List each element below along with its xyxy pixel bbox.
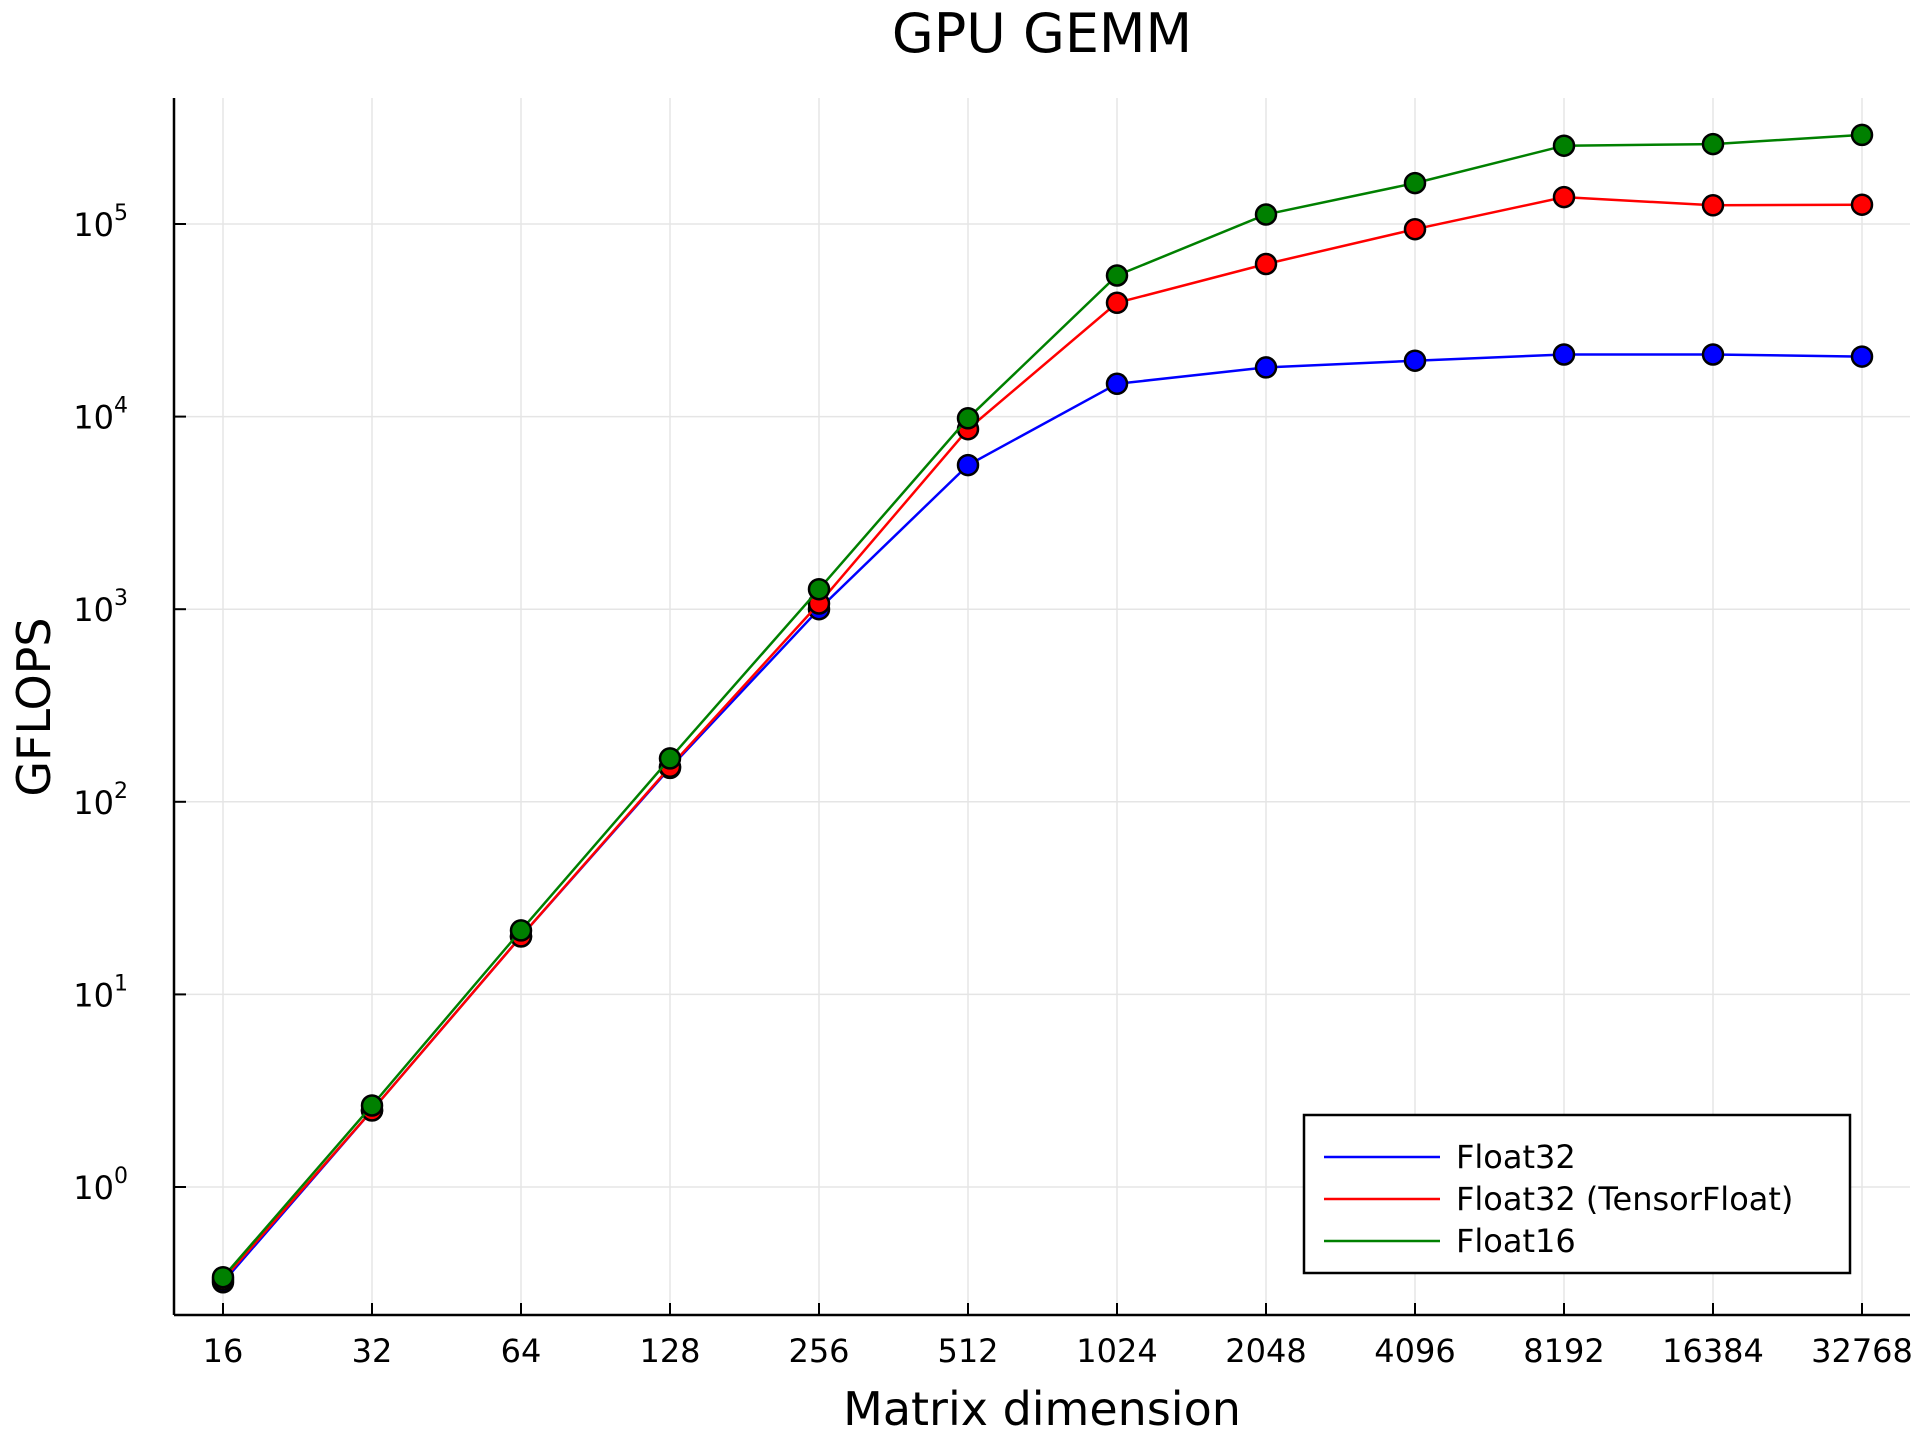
data-point [1850, 193, 1874, 216]
y-tick-label: 100 [73, 1164, 128, 1207]
x-tick-label: 16384 [1662, 1332, 1764, 1370]
legend-box [1302, 1113, 1852, 1275]
data-point [1254, 252, 1278, 276]
data-point [1403, 217, 1427, 241]
data-point [807, 577, 831, 601]
legend-label: Float16 [1456, 1222, 1576, 1260]
y-tick-exponent: 0 [114, 1164, 128, 1189]
x-tick-labels: 16 32 64 128 256 512 1024 2048 4096 8192 16384 3276… [203, 1332, 1913, 1370]
x-tick-label: 256 [788, 1332, 849, 1370]
legend-label: Float32 (TensorFloat) [1456, 1180, 1793, 1218]
axes [172, 98, 1910, 1317]
y-tick-exponent: 2 [114, 779, 128, 804]
y-tick-label: 104 [73, 394, 128, 437]
x-tick-label: 64 [501, 1332, 542, 1370]
y-tick-label: 105 [73, 201, 128, 244]
data-point [211, 1265, 235, 1289]
y-axis-label: GFLOPS [7, 617, 61, 796]
legend-label: Float32 [1456, 1138, 1576, 1176]
data-point [1105, 291, 1129, 315]
y-tick-exponent: 4 [114, 394, 128, 419]
x-tick-label: 128 [639, 1332, 700, 1370]
data-point [1254, 356, 1278, 379]
x-tick-label: 2048 [1225, 1332, 1306, 1370]
data-point [1552, 134, 1576, 157]
y-tick-exponent: 1 [114, 971, 128, 996]
data-point [1701, 343, 1725, 366]
x-tick-label: 8192 [1523, 1332, 1604, 1370]
data-point [956, 407, 980, 430]
y-tick-label: 102 [73, 779, 128, 822]
x-tick-label: 512 [937, 1332, 998, 1370]
data-point [1552, 343, 1576, 366]
data-point [1105, 264, 1129, 287]
data-point [1403, 349, 1427, 372]
x-tick-label: 32768 [1811, 1332, 1913, 1370]
x-tick-label: 16 [203, 1332, 244, 1370]
y-tick-exponent: 5 [114, 201, 128, 226]
x-tick-label: 1024 [1076, 1332, 1157, 1370]
data-point [1403, 171, 1427, 195]
data-point [360, 1094, 384, 1117]
data-point [1552, 185, 1576, 209]
series-line [222, 133, 1863, 1279]
series-group [211, 123, 1874, 1294]
data-point [956, 453, 980, 477]
series-line [222, 195, 1863, 1281]
y-tick-exponent: 3 [114, 586, 128, 611]
chart-title: GPU GEMM [892, 2, 1192, 65]
data-point [1850, 345, 1874, 368]
data-point [1254, 203, 1278, 226]
data-point [1105, 372, 1129, 396]
x-tick-label: 4096 [1374, 1332, 1455, 1370]
series-2 [211, 123, 1874, 1289]
x-tick-label: 32 [352, 1332, 393, 1370]
y-tick-label: 103 [73, 586, 128, 629]
x-axis-label: Matrix dimension [843, 1382, 1241, 1436]
data-point [1701, 194, 1725, 217]
data-point [1701, 132, 1725, 156]
data-point [509, 919, 533, 942]
data-point [1850, 123, 1874, 147]
y-tick-label: 101 [73, 971, 128, 1014]
data-point [658, 747, 682, 770]
legend: Float32 Float32 (TensorFloat) Float16 [1302, 1113, 1852, 1275]
